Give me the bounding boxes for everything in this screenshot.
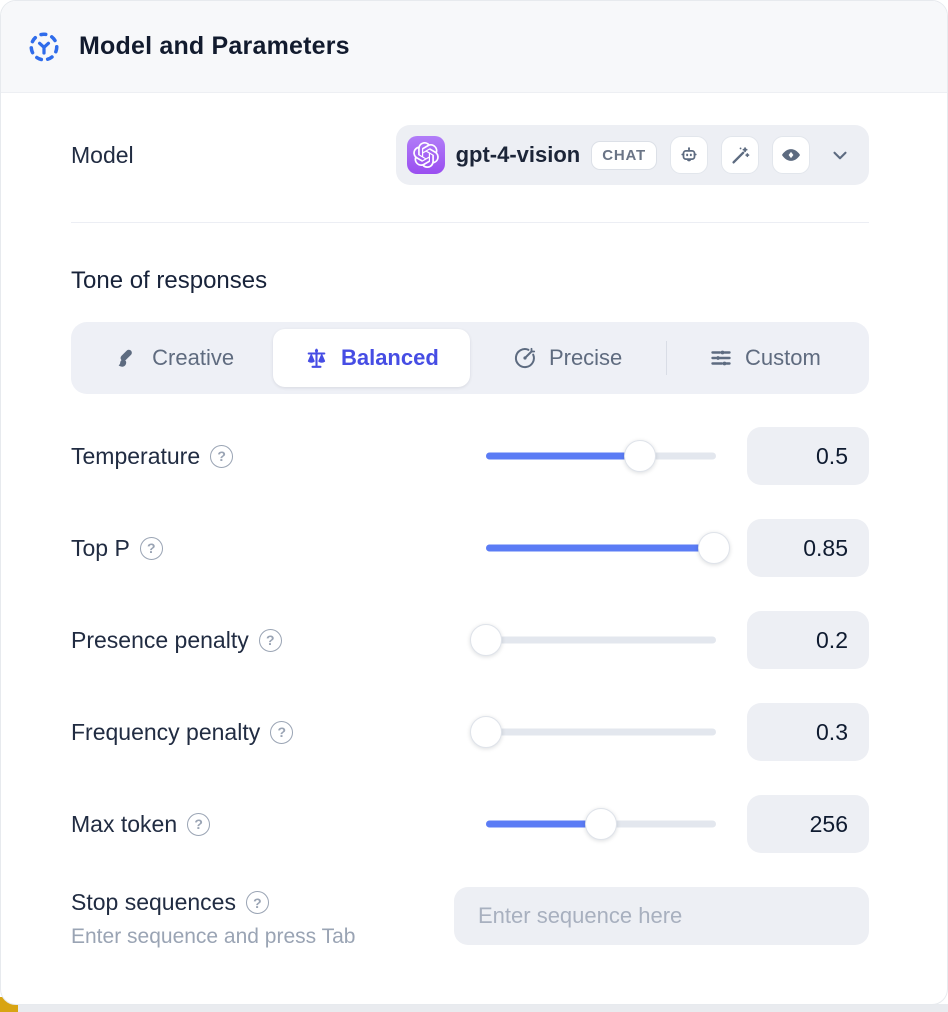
stop-sequences-label: Stop sequences [71, 889, 236, 915]
param-row-max-token: Max token ? 256 [71, 795, 869, 853]
panel-header: Model and Parameters [1, 1, 947, 93]
slider-thumb[interactable] [697, 532, 730, 564]
help-icon[interactable]: ? [270, 720, 294, 744]
parameters-section: Temperature ? 0.5 Top P ? 0.85 [71, 427, 869, 949]
model-name: gpt-4-vision [455, 142, 581, 167]
robot-icon [670, 136, 708, 174]
top-p-value[interactable]: 0.85 [747, 519, 869, 577]
tone-option-balanced[interactable]: Balanced [273, 329, 470, 387]
tone-option-precise[interactable]: Precise [470, 329, 666, 387]
param-label: Presence penalty [71, 626, 249, 653]
sliders-icon [709, 346, 733, 370]
frequency-penalty-value[interactable]: 0.3 [747, 703, 869, 761]
target-icon [513, 346, 537, 370]
segment-divider [665, 341, 667, 375]
help-icon[interactable]: ? [187, 812, 211, 836]
max-token-slider[interactable] [486, 808, 716, 840]
model-type-badge: CHAT [591, 140, 657, 170]
top-p-slider[interactable] [486, 532, 730, 564]
param-row-presence-penalty: Presence penalty ? 0.2 [71, 611, 869, 669]
slider-thumb[interactable] [624, 440, 657, 472]
slider-thumb[interactable] [470, 716, 502, 748]
tone-option-creative[interactable]: Creative [77, 329, 273, 387]
model-hub-icon [27, 30, 61, 64]
tone-option-label: Precise [548, 345, 623, 370]
model-select[interactable]: gpt-4-vision CHAT [395, 125, 869, 185]
param-row-temperature: Temperature ? 0.5 [71, 427, 869, 485]
help-icon[interactable]: ? [210, 444, 234, 468]
section-divider [71, 222, 869, 223]
stop-sequence-input[interactable] [454, 887, 869, 945]
slider-thumb[interactable] [470, 624, 502, 656]
panel-title: Model and Parameters [79, 32, 350, 60]
temperature-slider[interactable] [486, 440, 716, 472]
param-row-top-p: Top P ? 0.85 [71, 519, 869, 577]
help-icon[interactable]: ? [139, 536, 163, 560]
frequency-penalty-slider[interactable] [470, 716, 716, 748]
tone-heading: Tone of responses [71, 267, 268, 294]
balance-scale-icon [304, 346, 329, 371]
paintbrush-icon [116, 346, 140, 370]
chevron-down-icon [829, 144, 851, 166]
stop-sequences-helper: Enter sequence and press Tab [71, 925, 356, 948]
stop-sequences-row: Stop sequences ? Enter sequence and pres… [71, 887, 869, 949]
presence-penalty-slider[interactable] [470, 624, 716, 656]
temperature-value[interactable]: 0.5 [747, 427, 869, 485]
param-row-frequency-penalty: Frequency penalty ? 0.3 [71, 703, 869, 761]
tone-option-custom[interactable]: Custom [667, 329, 863, 387]
model-row: Model gpt-4-vision CHAT [71, 125, 869, 185]
vision-icon [772, 136, 810, 174]
presence-penalty-value[interactable]: 0.2 [747, 611, 869, 669]
page-background-strip [0, 1004, 948, 1012]
max-token-value[interactable]: 256 [747, 795, 869, 853]
openai-logo [406, 136, 445, 174]
help-icon[interactable]: ? [258, 628, 282, 652]
model-label: Model [71, 141, 134, 168]
param-label: Frequency penalty [71, 718, 261, 745]
param-label: Max token [71, 810, 178, 837]
tone-segmented-control: Creative Balanced [71, 322, 869, 394]
help-icon[interactable]: ? [245, 891, 269, 914]
param-label: Top P [71, 534, 130, 561]
tone-option-label: Custom [744, 345, 821, 370]
tone-option-label: Creative [152, 345, 235, 370]
param-label: Temperature [71, 442, 201, 469]
tone-option-label: Balanced [340, 345, 439, 370]
magic-wand-icon [721, 136, 759, 174]
slider-thumb[interactable] [585, 808, 617, 840]
